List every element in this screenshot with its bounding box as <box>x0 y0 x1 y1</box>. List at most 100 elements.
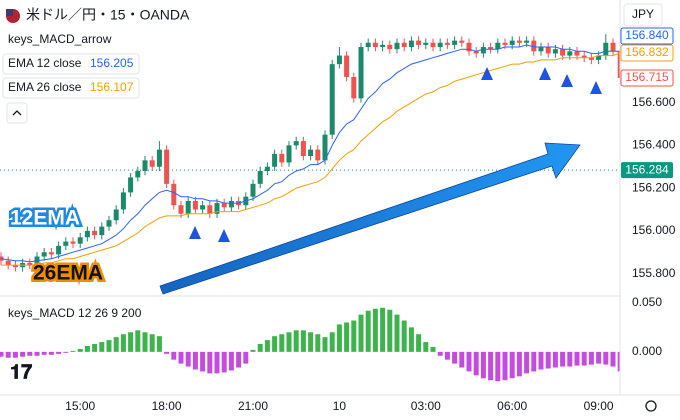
macd-bar <box>524 351 530 374</box>
candle-body <box>452 40 458 45</box>
macd-bar <box>34 351 40 356</box>
candle-body <box>588 57 594 60</box>
macd-bar <box>92 344 98 352</box>
macd-bar <box>156 336 162 352</box>
collapse-icon <box>12 110 22 116</box>
candle-body <box>207 205 213 214</box>
macd-bar <box>596 351 602 364</box>
candle-body <box>315 149 321 161</box>
time-axis <box>0 395 680 420</box>
candle-body <box>344 55 350 77</box>
macd-bar <box>272 336 278 352</box>
candle-body <box>171 183 177 206</box>
price-tag <box>621 162 673 179</box>
macd-bar <box>617 351 620 372</box>
macd-bar <box>387 309 393 352</box>
candle-body <box>459 40 465 43</box>
candle-body <box>401 42 407 48</box>
candle-body <box>221 203 227 208</box>
macd-bar <box>401 320 407 352</box>
macd-bar <box>574 351 580 366</box>
macd-bar <box>27 351 33 356</box>
candle-body <box>5 260 11 266</box>
candle-body <box>394 42 400 50</box>
candle-body <box>538 47 544 52</box>
macd-bar <box>113 337 119 352</box>
macd-bar <box>560 351 566 367</box>
candle-body <box>531 40 537 52</box>
candle-body <box>56 245 62 255</box>
candle-body <box>387 44 393 50</box>
collapse-button[interactable] <box>6 102 28 124</box>
candle-body <box>300 141 306 157</box>
macd-bar <box>480 351 486 379</box>
candle-body <box>178 205 184 214</box>
macd-bar <box>228 351 234 371</box>
macd-bar <box>41 351 47 355</box>
candle-body <box>185 200 191 214</box>
macd-bar <box>365 310 371 352</box>
macd-bar <box>164 351 170 354</box>
macd-bar <box>128 332 134 352</box>
price-tag-label: 156.832 <box>625 45 669 59</box>
macd-bar <box>192 351 198 370</box>
macd-bar <box>207 351 213 374</box>
macd-bar <box>437 351 443 356</box>
candle-body <box>358 47 364 99</box>
candle-body <box>272 153 278 167</box>
macd-bar <box>466 351 472 372</box>
macd-bar <box>214 351 220 374</box>
ema-line <box>0 44 620 263</box>
macd-bar <box>394 314 400 352</box>
macd-bar <box>308 332 314 352</box>
macd-bar <box>473 351 479 376</box>
macd-bar <box>531 351 537 372</box>
candle-body <box>41 252 47 257</box>
indicator-title: keys_MACD_arrow <box>8 32 112 46</box>
candle-body <box>120 192 126 210</box>
candle-body <box>336 55 342 65</box>
candle-body <box>408 40 414 48</box>
macd-bar <box>552 351 558 368</box>
price-tag <box>620 27 674 45</box>
currency-button[interactable] <box>623 3 663 27</box>
macd-bar <box>408 327 414 352</box>
annotation: 26EMA <box>33 262 103 285</box>
candle-body <box>250 183 256 197</box>
candle-body <box>444 42 450 45</box>
macd-bar <box>243 351 249 364</box>
price-tag-label: 156.284 <box>625 162 669 176</box>
flag-icon <box>6 9 13 16</box>
candle-body <box>437 42 443 48</box>
candle-body <box>466 42 472 52</box>
candle-body <box>257 171 263 184</box>
candle-body <box>502 42 508 45</box>
y-tick-label: 156.000 <box>632 223 676 237</box>
candle-body <box>329 64 335 135</box>
candle-body <box>372 42 378 48</box>
candle-body <box>92 230 98 236</box>
candle-body <box>149 160 155 167</box>
signal-triangle <box>539 67 551 80</box>
macd-bar <box>452 351 458 364</box>
tv-logo: 𝟏𝟕 <box>10 361 32 383</box>
legend-value: 156.205 <box>90 56 134 70</box>
macd-bar <box>142 332 148 352</box>
candle-body <box>473 51 479 54</box>
candle-body <box>423 42 429 45</box>
signal-triangle <box>189 226 201 239</box>
price-tag-label: 156.715 <box>625 70 669 84</box>
candle-body <box>164 149 170 184</box>
y-tick-label: 156.600 <box>632 95 676 109</box>
settings-icon[interactable] <box>645 400 657 412</box>
legend-chip <box>2 77 140 99</box>
candle-body <box>488 47 494 50</box>
macd-bar <box>279 334 285 352</box>
price-tag-label: 156.840 <box>625 28 669 42</box>
candle-body <box>574 51 580 56</box>
macd-bar <box>77 348 83 352</box>
candle-body <box>77 237 83 244</box>
candle-body <box>214 203 220 214</box>
macd-bar <box>286 332 292 352</box>
macd-bar <box>545 351 551 369</box>
